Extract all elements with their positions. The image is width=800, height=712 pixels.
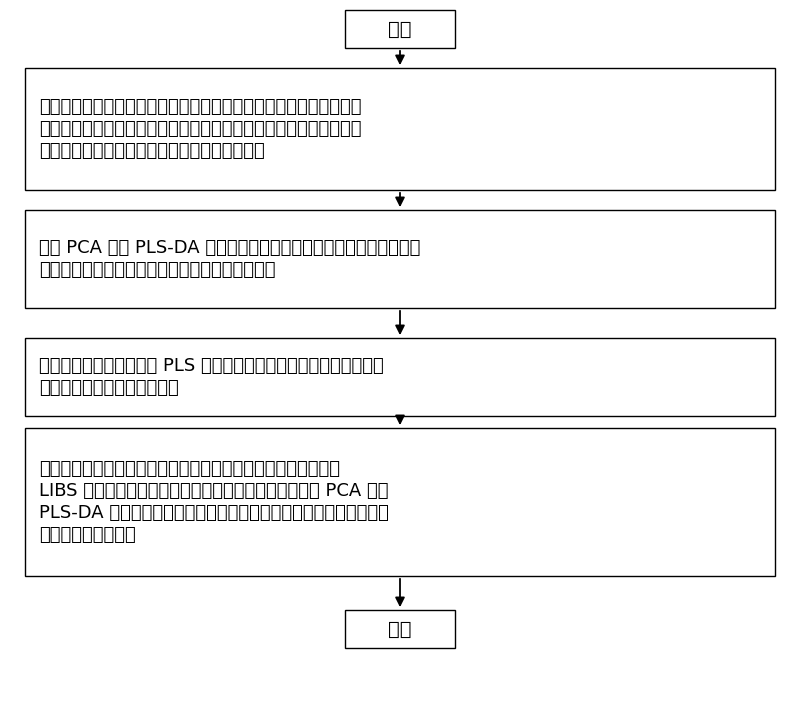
Text: 得分图；利用主成分得分图对定标样品进行分类。: 得分图；利用主成分得分图对定标样品进行分类。 (39, 261, 275, 279)
Text: 使用各元素质量浓度已知的一组煤炭样品作为定标样品，利用安装在: 使用各元素质量浓度已知的一组煤炭样品作为定标样品，利用安装在 (39, 98, 362, 116)
Bar (25, 68, 775, 190)
Bar (25, 210, 775, 308)
Bar (345, 10, 455, 48)
Text: PLS-DA 方法进行分类，最后代入到该待测样品所属类别的回归方程: PLS-DA 方法进行分类，最后代入到该待测样品所属类别的回归方程 (39, 504, 389, 522)
Text: 对各元素浓度未知的待测样品，首先利用安装在输煤皮带上方的: 对各元素浓度未知的待测样品，首先利用安装在输煤皮带上方的 (39, 460, 340, 478)
Text: 开始: 开始 (388, 19, 412, 38)
Text: 输煤皮带上方的激光诱导等离子光谱系统对定标样品进行检测，得到: 输煤皮带上方的激光诱导等离子光谱系统对定标样品进行检测，得到 (39, 120, 362, 138)
Text: 该组定标样品的光谱谱线，形成谱线强度矩阵。: 该组定标样品的光谱谱线，形成谱线强度矩阵。 (39, 142, 265, 160)
Bar (345, 610, 455, 648)
Text: 对各类定标样品分别建立 PLS 回归模型，得到定标样品中各元素浓度: 对各类定标样品分别建立 PLS 回归模型，得到定标样品中各元素浓度 (39, 357, 384, 375)
Text: LIBS 系统得到光谱谱线，形成谱线强度矩阵，然后通过 PCA 或者: LIBS 系统得到光谱谱线，形成谱线强度矩阵，然后通过 PCA 或者 (39, 482, 389, 500)
Text: 中求得各元素浓度。: 中求得各元素浓度。 (39, 526, 136, 544)
Text: 结束: 结束 (388, 619, 412, 639)
Bar (25, 338, 775, 416)
Text: 与谱线强度矩阵的回归方程。: 与谱线强度矩阵的回归方程。 (39, 379, 178, 397)
Text: 利用 PCA 或者 PLS-DA 方法从谱线强度矩阵中提取主成分并做主成分: 利用 PCA 或者 PLS-DA 方法从谱线强度矩阵中提取主成分并做主成分 (39, 239, 420, 257)
Bar (25, 428, 775, 576)
